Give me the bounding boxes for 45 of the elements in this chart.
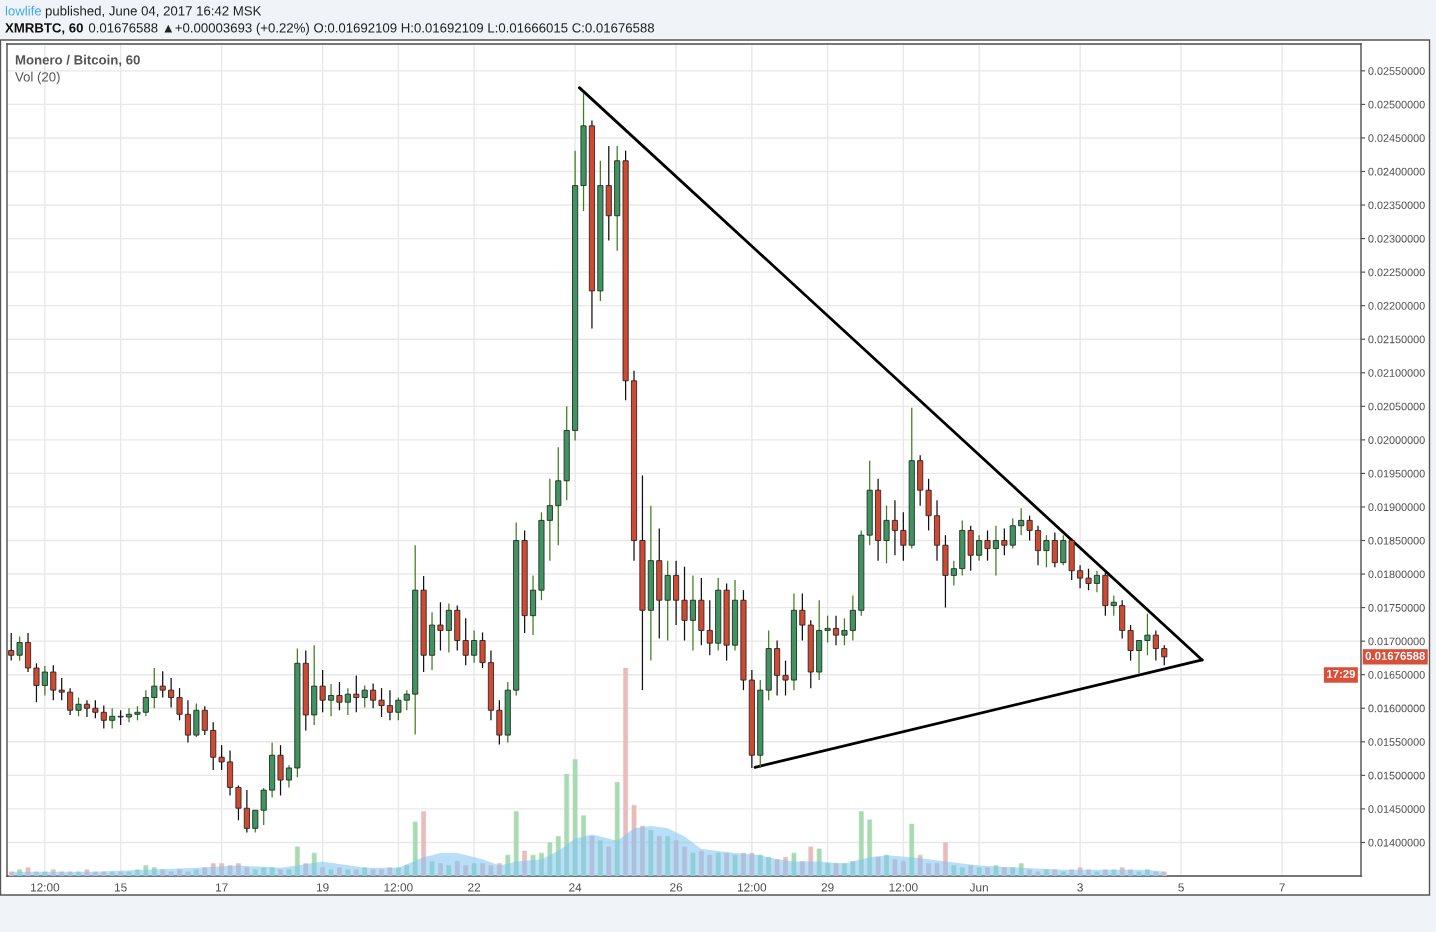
y-tick-label: 0.01500000: [1368, 771, 1425, 780]
y-tick-label: 0.02300000: [1368, 234, 1425, 243]
x-tick-label: 7: [1279, 883, 1285, 892]
x-tick-label: 26: [670, 883, 683, 892]
y-tick-label: 0.01950000: [1368, 469, 1425, 478]
y-tick-label: 0.01800000: [1368, 570, 1425, 579]
y-tick-label: 0.02550000: [1368, 67, 1425, 75]
y-tick-label: 0.02150000: [1368, 335, 1425, 344]
x-tick-label: 5: [1178, 883, 1184, 892]
chart-title: lowlife published, June 04, 2017 16:42 MSK: [5, 5, 262, 19]
y-tick-label: 0.02050000: [1368, 402, 1425, 411]
annotation: Monero / Bitcoin, 60: [15, 54, 140, 67]
y-tick-label: 0.01550000: [1368, 738, 1425, 746]
y-tick-label: 0.02100000: [1368, 369, 1425, 377]
y-tick-label: 0.02000000: [1368, 436, 1425, 444]
chart-subtitle: XMRBTC, 60 0.01676588 ▲+0.00003693 (+0.22%) O:0.01692109 H:0.01692109 L:0.01666015 C:0.01676588: [5, 22, 655, 36]
x-tick-label: 24: [569, 883, 582, 892]
x-tick-label: 12:00: [889, 883, 918, 892]
x-tick-label: 3: [1077, 883, 1083, 892]
x-tick-label: 19: [316, 883, 329, 892]
text: 0.01676588: [1365, 651, 1425, 660]
y-tick-label: 0.01700000: [1368, 637, 1425, 646]
annotation: Vol (20): [15, 71, 60, 85]
y-tick-label: 0.01750000: [1368, 603, 1425, 612]
y-tick-label: 0.02250000: [1368, 268, 1425, 277]
y-tick-label: 0.02400000: [1368, 167, 1425, 176]
y-tick-label: 0.02350000: [1368, 201, 1425, 210]
y-tick-label: 0.01400000: [1368, 838, 1425, 847]
y-tick-label: 0.02450000: [1368, 134, 1425, 142]
y-tick-label: 0.01650000: [1368, 671, 1425, 679]
y-tick-label: 0.01600000: [1368, 704, 1425, 713]
x-tick-label: 17: [215, 883, 228, 892]
x-tick-label: 29: [821, 883, 834, 892]
y-tick-label: 0.01900000: [1368, 503, 1425, 511]
x-tick-label: 15: [114, 883, 127, 892]
y-tick-label: 0.02200000: [1368, 302, 1425, 310]
y-tick-label: 0.01850000: [1368, 536, 1425, 545]
y-tick-label: 0.02500000: [1368, 100, 1425, 109]
y-tick-label: 0.01450000: [1368, 805, 1425, 813]
x-tick-label: 12:00: [384, 883, 413, 892]
x-tick-label: 12:00: [737, 883, 767, 892]
x-tick-label: 12:00: [31, 883, 60, 892]
x-tick-label: 22: [468, 883, 481, 892]
x-tick-label: Jun: [969, 883, 988, 892]
annotation: 17:29: [1327, 669, 1356, 678]
